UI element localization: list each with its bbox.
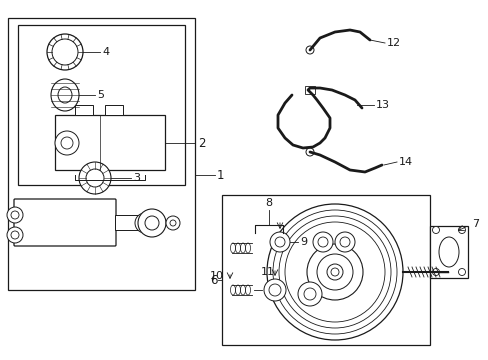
Ellipse shape xyxy=(438,237,458,267)
Circle shape xyxy=(55,131,79,155)
Circle shape xyxy=(312,232,332,252)
Circle shape xyxy=(11,231,19,239)
Text: 10: 10 xyxy=(209,271,224,281)
Circle shape xyxy=(268,284,281,296)
Circle shape xyxy=(266,204,402,340)
Bar xyxy=(115,215,140,230)
Circle shape xyxy=(316,254,352,290)
Circle shape xyxy=(339,237,349,247)
Text: 13: 13 xyxy=(375,100,389,110)
Bar xyxy=(55,115,164,170)
Text: 3: 3 xyxy=(133,173,140,183)
Text: 9: 9 xyxy=(299,237,306,247)
Circle shape xyxy=(431,269,439,275)
Circle shape xyxy=(458,226,465,234)
Text: 1: 1 xyxy=(217,168,224,181)
Circle shape xyxy=(305,148,313,156)
Text: 4: 4 xyxy=(102,47,109,57)
Circle shape xyxy=(135,213,155,233)
Bar xyxy=(429,226,467,278)
Circle shape xyxy=(317,237,327,247)
Circle shape xyxy=(330,268,338,276)
Bar xyxy=(8,18,195,290)
Text: 5: 5 xyxy=(97,90,104,100)
Circle shape xyxy=(11,211,19,219)
Circle shape xyxy=(334,232,354,252)
Circle shape xyxy=(52,39,78,65)
Circle shape xyxy=(264,279,285,301)
Circle shape xyxy=(305,46,313,54)
Bar xyxy=(222,195,429,345)
Circle shape xyxy=(274,237,285,247)
Ellipse shape xyxy=(58,87,72,103)
Circle shape xyxy=(297,282,321,306)
Ellipse shape xyxy=(51,79,79,111)
Bar xyxy=(105,105,123,115)
Text: 8: 8 xyxy=(265,198,272,208)
Text: 2: 2 xyxy=(198,136,205,149)
Circle shape xyxy=(431,226,439,234)
Circle shape xyxy=(458,269,465,275)
Text: 12: 12 xyxy=(386,38,400,48)
Circle shape xyxy=(269,232,289,252)
Circle shape xyxy=(138,209,165,237)
FancyBboxPatch shape xyxy=(14,199,116,246)
Circle shape xyxy=(165,216,180,230)
Text: 7: 7 xyxy=(471,219,478,229)
Bar xyxy=(18,25,184,185)
Text: 11: 11 xyxy=(261,267,274,277)
Circle shape xyxy=(47,34,83,70)
Circle shape xyxy=(140,218,150,228)
Bar xyxy=(305,86,314,94)
Circle shape xyxy=(145,216,159,230)
Circle shape xyxy=(170,220,176,226)
Circle shape xyxy=(86,169,104,187)
Circle shape xyxy=(7,207,23,223)
Text: 6: 6 xyxy=(210,274,218,287)
Bar xyxy=(75,105,93,115)
Circle shape xyxy=(79,162,111,194)
Circle shape xyxy=(326,264,342,280)
Circle shape xyxy=(61,137,73,149)
Circle shape xyxy=(306,244,362,300)
Text: 14: 14 xyxy=(398,157,412,167)
Circle shape xyxy=(304,288,315,300)
Circle shape xyxy=(7,227,23,243)
